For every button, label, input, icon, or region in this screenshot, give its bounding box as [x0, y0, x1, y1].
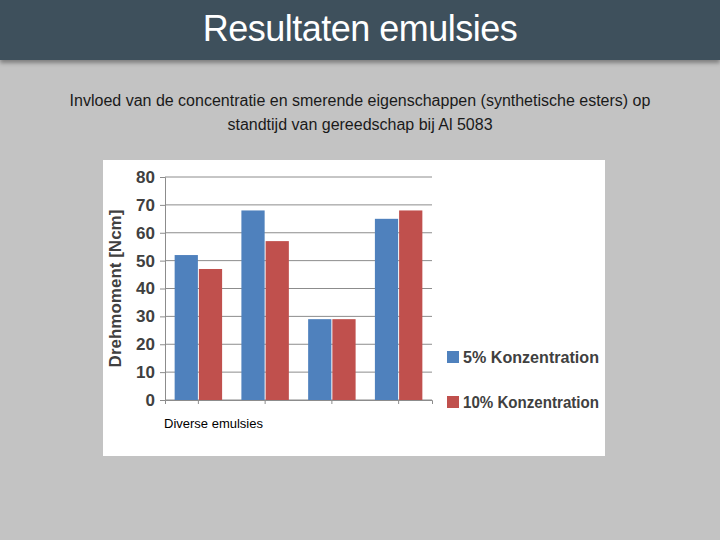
- y-tick-mark: [160, 177, 165, 178]
- y-tick-mark: [160, 261, 165, 262]
- y-axis-line: [160, 178, 166, 401]
- x-axis-title: Diverse emulsies: [164, 416, 263, 431]
- y-tick: 20: [136, 335, 165, 354]
- y-tick-label: 60: [136, 224, 155, 243]
- y-tick-label: 10: [136, 363, 155, 382]
- bars: [175, 210, 423, 400]
- y-tick: 70: [136, 196, 165, 215]
- x-tick: [398, 400, 399, 404]
- x-tick: [198, 400, 199, 404]
- x-tick: [265, 400, 266, 404]
- y-tick: 0: [146, 391, 165, 410]
- y-tick-mark: [160, 289, 165, 290]
- y-tick-label: 50: [136, 252, 155, 271]
- bar: [199, 269, 222, 400]
- y-tick-mark: [160, 344, 165, 345]
- x-tick-mark: [265, 400, 266, 404]
- bar: [308, 319, 331, 400]
- bar: [399, 210, 422, 400]
- x-axis-line: [166, 401, 433, 405]
- legend-label: 10% Konzentration: [463, 393, 599, 412]
- y-axis: 0 10 20 30 40 50 60 70 80: [136, 168, 165, 410]
- bar: [175, 255, 198, 400]
- y-tick-label: 0: [146, 391, 155, 410]
- bar: [375, 219, 398, 400]
- y-tick-mark: [160, 205, 165, 206]
- y-tick-mark: [160, 316, 165, 317]
- x-axis: [166, 400, 433, 404]
- subtitle: Invloed van de concentratie en smerende …: [60, 89, 660, 137]
- legend-swatch: [447, 351, 459, 363]
- x-tick-mark: [331, 400, 332, 404]
- x-tick: [331, 400, 332, 404]
- y-tick-label: 70: [136, 196, 155, 215]
- y-tick-mark: [160, 400, 165, 401]
- y-tick-mark: [160, 233, 165, 234]
- grid: [165, 177, 432, 400]
- y-tick-label: 30: [136, 307, 155, 326]
- bar: [332, 319, 355, 400]
- grid-line: [165, 204, 432, 205]
- grid-line: [165, 177, 432, 178]
- bar: [266, 241, 289, 400]
- legend-label: 5% Konzentration: [463, 348, 599, 367]
- y-tick: 30: [136, 307, 165, 326]
- y-tick: 10: [136, 363, 165, 382]
- y-tick: 50: [136, 252, 165, 271]
- y-tick-label: 20: [136, 335, 155, 354]
- bar: [241, 210, 264, 400]
- x-tick-mark: [398, 400, 399, 404]
- y-axis-title: Drehmoment [Ncm]: [106, 210, 125, 368]
- y-tick: 60: [136, 224, 165, 243]
- y-tick-label: 40: [136, 279, 155, 298]
- title: Resultaten emulsies: [0, 8, 720, 50]
- legend-swatch: [447, 396, 459, 408]
- y-tick-mark: [160, 372, 165, 373]
- chart-panel: [103, 160, 605, 456]
- y-tick: 40: [136, 279, 165, 298]
- y-tick-label: 80: [136, 168, 155, 187]
- y-tick: 80: [136, 168, 165, 187]
- x-tick-mark: [198, 400, 199, 404]
- legend: 5% Konzentration 10% Konzentration: [447, 348, 599, 412]
